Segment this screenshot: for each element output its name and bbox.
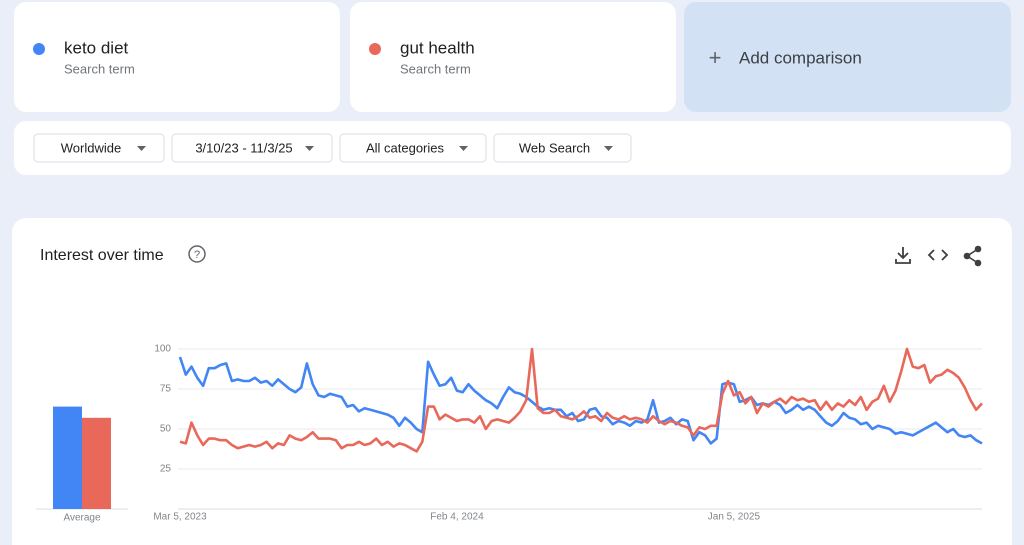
term-subtitle: Search term (64, 61, 135, 76)
term-name: gut health (400, 38, 475, 57)
chart-card (12, 218, 1012, 545)
plus-icon: + (709, 45, 722, 70)
average-label: Average (63, 513, 101, 524)
filter-label: Worldwide (61, 140, 121, 155)
help-icon[interactable]: ? (188, 245, 206, 263)
svg-text:?: ? (194, 249, 200, 261)
filter-dropdown[interactable] (33, 133, 165, 163)
share-icon[interactable] (963, 245, 982, 267)
filter-label: Web Search (519, 140, 590, 155)
add-comparison-card[interactable] (684, 2, 1011, 112)
average-bar (82, 417, 111, 509)
dropdown-caret (459, 146, 468, 151)
chart-title: Interest over time (40, 247, 164, 264)
term-card[interactable] (14, 2, 340, 112)
average-bar (53, 406, 82, 509)
term-subtitle: Search term (400, 61, 471, 76)
y-tick-label: 100 (154, 344, 171, 355)
dropdown-caret (137, 146, 146, 151)
x-tick-label: Mar 5, 2023 (153, 512, 207, 523)
series-line (178, 356, 983, 445)
term-name: keto diet (64, 38, 129, 57)
y-tick-label: 75 (160, 384, 172, 395)
dropdown-caret (604, 146, 613, 151)
add-comparison[interactable]: Add comparison (739, 48, 862, 67)
term-dot (33, 43, 45, 55)
x-tick-label: Feb 4, 2024 (430, 512, 484, 523)
embed-icon[interactable] (927, 249, 949, 261)
dropdown-caret (305, 146, 314, 151)
download-icon[interactable] (895, 247, 911, 264)
filter-dropdown[interactable] (493, 133, 632, 163)
y-tick-label: 25 (160, 464, 172, 475)
filter-dropdown[interactable] (171, 133, 333, 163)
term-dot (369, 43, 381, 55)
filter-label: All categories (366, 140, 445, 155)
y-tick-label: 50 (160, 424, 172, 435)
term-card[interactable] (350, 2, 676, 112)
series-line (179, 347, 983, 453)
filter-label: 3/10/23 - 11/3/25 (195, 140, 292, 155)
filter-dropdown[interactable] (339, 133, 487, 163)
x-tick-label: Jan 5, 2025 (708, 512, 761, 523)
